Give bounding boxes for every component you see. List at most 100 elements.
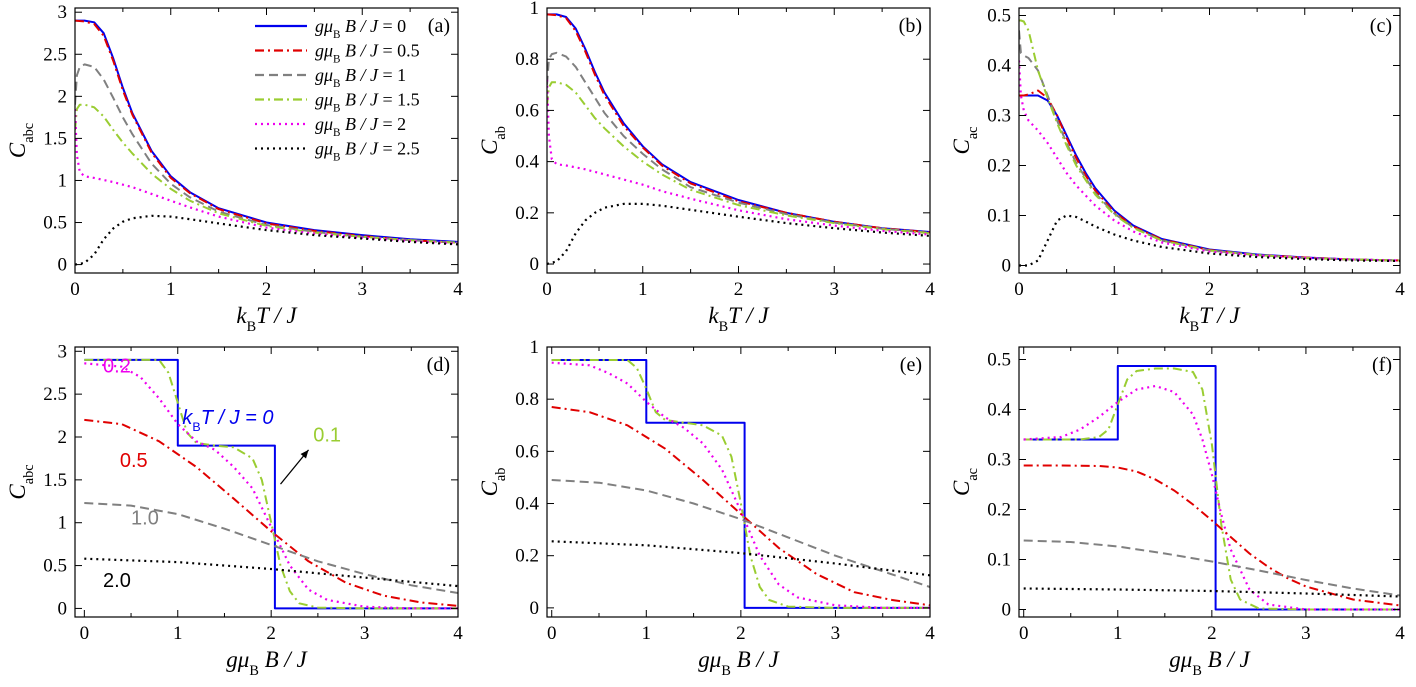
- legend-label: gμB B / J = 1.5: [315, 90, 420, 115]
- y-tick-label: 0.8: [515, 49, 539, 70]
- y-tick-label: 3: [58, 341, 68, 362]
- x-tick-label: 3: [358, 279, 368, 300]
- x-tick-label: 2: [262, 279, 272, 300]
- series-line: [84, 418, 458, 607]
- panel-label: (a): [428, 15, 450, 37]
- y-tick-label: 0.5: [987, 6, 1011, 27]
- x-tick-label: 0: [542, 279, 552, 300]
- x-axis-label: gμB B / J: [226, 647, 308, 679]
- y-tick-label: 2.5: [43, 44, 67, 65]
- panel-label: (f): [1372, 354, 1392, 376]
- series-line: [551, 359, 930, 609]
- arrow-head: [300, 449, 309, 459]
- y-tick-label: 0.1: [987, 550, 1011, 571]
- series-line: [84, 358, 458, 610]
- x-tick-label: 2: [1207, 623, 1217, 644]
- panel-f: 0 1 2 3 4 0 0.1 0.2 0.3 0.4 0.5 gμB B / J Cac (f): [949, 346, 1405, 679]
- x-tick-label: 2: [734, 279, 744, 300]
- series-line: [551, 406, 930, 607]
- plot-frame: [1018, 346, 1401, 618]
- y-tick-label: 0.8: [515, 389, 539, 410]
- y-tick-label: 0.1: [987, 206, 1011, 227]
- x-tick-label: 4: [925, 623, 935, 644]
- y-tick-label: 0: [530, 598, 540, 619]
- plot-frame: [74, 346, 459, 618]
- plot-frame: [546, 346, 931, 618]
- series-line: [1019, 89, 1400, 262]
- y-tick-label: 0.2: [987, 500, 1011, 521]
- y-tick-label: 0.4: [987, 400, 1011, 421]
- series-line: [75, 103, 458, 244]
- panel-label: (d): [427, 354, 450, 376]
- x-tick-label: 3: [1301, 623, 1311, 644]
- series-line: [547, 13, 930, 233]
- series-line: [551, 479, 930, 588]
- y-tick-label: 0.4: [515, 494, 539, 515]
- x-tick-label: 4: [453, 623, 463, 644]
- y-axis-label: Cabc: [5, 464, 37, 499]
- y-tick-label: 1: [530, 0, 540, 19]
- curve-annotation: 0.1: [313, 424, 341, 446]
- series-line: [547, 81, 930, 235]
- y-tick-label: 0.2: [515, 203, 539, 224]
- curve-annotation: kBT / J = 0: [182, 407, 273, 434]
- y-axis-label: Cac: [949, 468, 981, 496]
- y-tick-label: 0.3: [987, 106, 1011, 127]
- series-line: [1019, 19, 1400, 262]
- series-line: [1023, 464, 1400, 607]
- x-axis-label: kBT / J: [236, 303, 298, 335]
- panel-a: 0 1 2 3 4 0 0.5 1 1.5 2 2.5 3 kBT / J Cabc (a) gμB B / …: [5, 2, 463, 335]
- series-line: [1023, 365, 1400, 611]
- series-line: [75, 19, 458, 244]
- legend-label: gμB B / J = 2.5: [315, 139, 420, 164]
- x-tick-label: 3: [831, 623, 841, 644]
- y-tick-label: 0: [58, 255, 68, 276]
- y-axis-label: Cabc: [5, 123, 37, 158]
- x-tick-label: 1: [1113, 623, 1123, 644]
- x-tick-label: 3: [360, 623, 370, 644]
- series-line: [84, 362, 458, 610]
- series-line: [84, 502, 458, 594]
- series-line: [547, 51, 930, 234]
- y-tick-label: 3: [58, 2, 68, 23]
- x-axis-label: kBT / J: [1179, 303, 1241, 335]
- y-tick-label: 0.4: [987, 56, 1011, 77]
- series-line: [551, 540, 930, 577]
- y-tick-label: 0.3: [987, 450, 1011, 471]
- panel-label: (e): [900, 354, 922, 376]
- panel-label: (c): [1370, 15, 1392, 37]
- x-tick-label: 1: [173, 623, 183, 644]
- x-tick-label: 2: [1205, 279, 1215, 300]
- series-line: [1019, 94, 1400, 262]
- legend-label: gμB B / J = 1: [315, 65, 406, 90]
- x-tick-label: 3: [830, 279, 840, 300]
- y-axis-label: Cac: [949, 127, 981, 155]
- y-tick-label: 0.2: [987, 156, 1011, 177]
- series-line: [1019, 30, 1400, 262]
- x-tick-label: 3: [1300, 279, 1310, 300]
- y-tick-label: 1: [530, 337, 540, 358]
- y-axis-label: Cab: [477, 126, 509, 155]
- x-tick-label: 1: [1110, 279, 1120, 300]
- x-tick-label: 0: [80, 623, 90, 644]
- y-tick-label: 0: [1002, 256, 1012, 277]
- plot-frame: [546, 7, 931, 274]
- legend-label: gμB B / J = 0.5: [315, 41, 420, 66]
- panel-d: 0 1 2 3 4 0 0.5 1 1.5 2 2.5 3 gμB B / J Cabc (d) kBT / …: [5, 341, 463, 679]
- series-line: [1023, 539, 1400, 597]
- panel-c: 0 1 2 3 4 0 0.1 0.2 0.3 0.4 0.5 kBT / J Cac (c): [949, 6, 1405, 336]
- y-tick-label: 2: [58, 86, 68, 107]
- x-axis-label: kBT / J: [708, 303, 770, 335]
- series-line: [547, 202, 930, 266]
- series-line: [75, 108, 458, 245]
- y-axis-label: Cab: [477, 468, 509, 497]
- x-tick-label: 0: [70, 279, 80, 300]
- y-tick-label: 0: [530, 254, 540, 275]
- curve-annotation: 1.0: [131, 507, 159, 529]
- x-tick-label: 0: [1014, 279, 1024, 300]
- y-tick-label: 1: [58, 513, 68, 534]
- panel-label: (b): [899, 15, 922, 37]
- y-tick-label: 0.5: [43, 556, 67, 577]
- curve-annotation: 0.2: [103, 356, 131, 378]
- series-line: [551, 359, 930, 609]
